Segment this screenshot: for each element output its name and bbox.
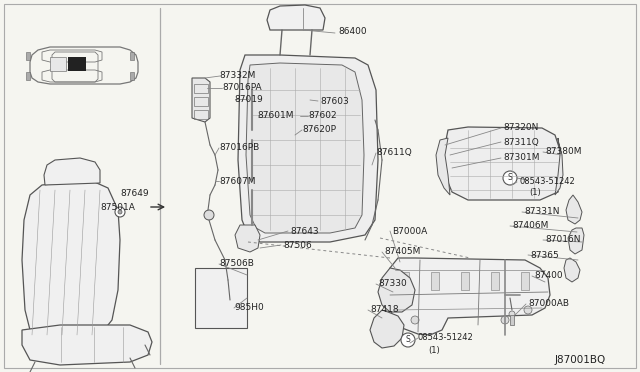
Bar (491, 272, 499, 290)
Text: 87016PA: 87016PA (222, 83, 262, 92)
Circle shape (115, 207, 125, 217)
Text: 87405M: 87405M (384, 247, 420, 257)
Text: 87603: 87603 (320, 96, 349, 106)
Circle shape (501, 316, 509, 324)
Text: J87001BQ: J87001BQ (555, 355, 606, 365)
Text: 87380M: 87380M (545, 148, 582, 157)
Circle shape (204, 210, 214, 220)
Polygon shape (235, 225, 260, 252)
Text: 87418: 87418 (370, 305, 399, 314)
Text: 87330: 87330 (378, 279, 407, 289)
Polygon shape (246, 63, 364, 233)
Text: 87506: 87506 (283, 241, 312, 250)
Text: 87649: 87649 (120, 189, 148, 198)
Text: S: S (508, 173, 513, 183)
Text: 87601M: 87601M (257, 112, 294, 121)
Text: 87019: 87019 (234, 94, 263, 103)
Polygon shape (267, 5, 325, 30)
Circle shape (503, 171, 517, 185)
Text: 87643: 87643 (290, 227, 319, 235)
Polygon shape (238, 55, 378, 242)
Bar (50, 57, 66, 71)
Bar (26, 72, 30, 80)
Bar (521, 272, 529, 290)
Text: 87016N: 87016N (545, 235, 580, 244)
Text: 87400: 87400 (534, 272, 563, 280)
Text: 87406M: 87406M (512, 221, 548, 231)
Text: 87501A: 87501A (100, 202, 135, 212)
Text: 985H0: 985H0 (234, 304, 264, 312)
Text: 87602: 87602 (308, 112, 337, 121)
Text: 87320N: 87320N (503, 124, 538, 132)
Text: 87365: 87365 (530, 250, 559, 260)
Polygon shape (555, 138, 563, 195)
Bar (130, 52, 134, 60)
Circle shape (118, 210, 122, 214)
Text: 08543-51242: 08543-51242 (418, 334, 474, 343)
Bar (194, 110, 208, 119)
Polygon shape (564, 258, 580, 282)
Text: 87332M: 87332M (219, 71, 255, 80)
Text: 87311Q: 87311Q (503, 138, 539, 147)
Polygon shape (22, 180, 120, 342)
Bar (510, 315, 514, 325)
Polygon shape (436, 138, 450, 195)
Polygon shape (378, 268, 415, 312)
Text: 87331N: 87331N (524, 208, 559, 217)
Bar (401, 272, 409, 290)
Polygon shape (370, 310, 404, 348)
Polygon shape (444, 127, 562, 200)
Text: (1): (1) (529, 189, 541, 198)
Bar (194, 84, 208, 93)
Bar (461, 272, 469, 290)
Bar (130, 72, 134, 80)
Text: 87620P: 87620P (302, 125, 336, 135)
Text: 87000AB: 87000AB (528, 299, 569, 308)
Polygon shape (566, 195, 582, 224)
Circle shape (411, 316, 419, 324)
Circle shape (401, 333, 415, 347)
Text: 08543-51242: 08543-51242 (519, 177, 575, 186)
Text: B7000A: B7000A (392, 227, 428, 235)
Polygon shape (22, 325, 152, 365)
Polygon shape (192, 78, 210, 122)
Circle shape (524, 306, 532, 314)
Bar (195, 268, 247, 328)
Text: 87016PB: 87016PB (219, 144, 259, 153)
Polygon shape (388, 258, 550, 335)
Polygon shape (568, 228, 584, 254)
Polygon shape (44, 158, 100, 185)
Bar (26, 52, 30, 60)
Bar (68, 57, 86, 71)
Bar (194, 97, 208, 106)
Bar (431, 272, 439, 290)
Text: (1): (1) (428, 346, 440, 355)
Text: 87607M: 87607M (219, 176, 255, 186)
Text: 87506B: 87506B (219, 260, 254, 269)
Text: S: S (406, 336, 410, 344)
Circle shape (509, 311, 515, 317)
Text: 86400: 86400 (338, 28, 367, 36)
Text: 87611Q: 87611Q (376, 148, 412, 157)
Text: 87301M: 87301M (503, 154, 540, 163)
